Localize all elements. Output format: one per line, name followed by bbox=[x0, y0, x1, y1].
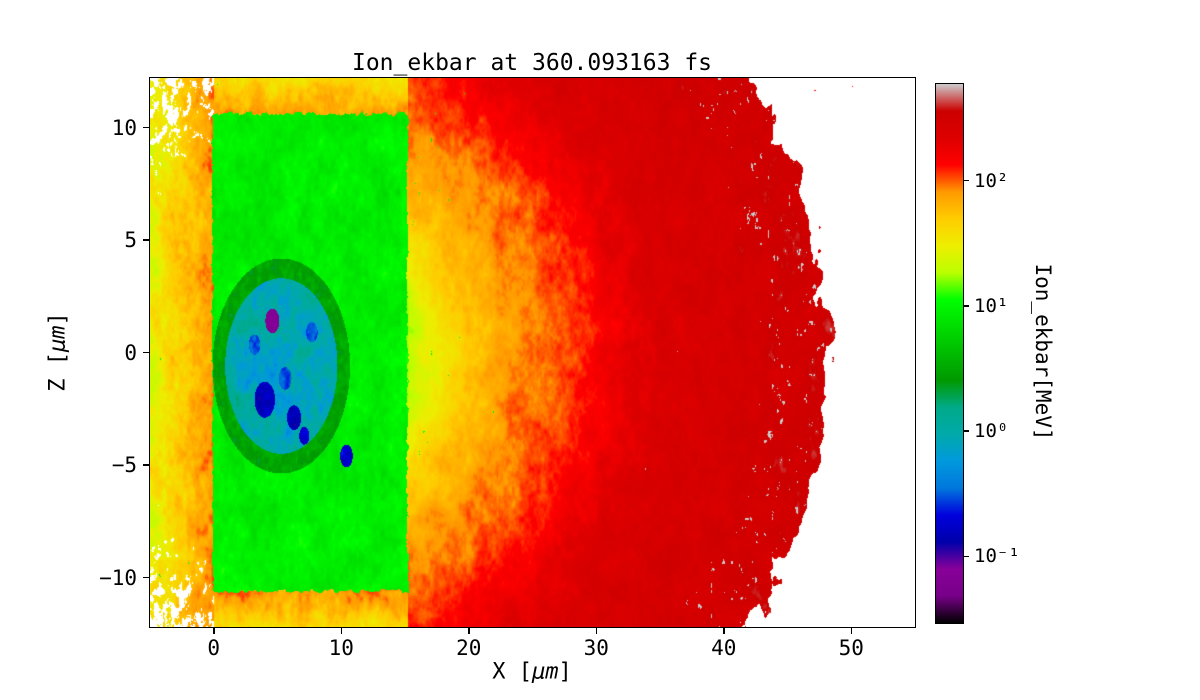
x-axis-label-mu: μm bbox=[532, 659, 559, 685]
x-tick-label: 40 bbox=[711, 636, 737, 660]
y-tick-mark bbox=[143, 464, 149, 466]
colorbar bbox=[935, 83, 964, 624]
y-tick-mark bbox=[143, 351, 149, 354]
y-tick-label: −10 bbox=[99, 565, 137, 590]
x-tick-mark bbox=[850, 628, 853, 634]
x-axis-label-pre: X [ bbox=[492, 659, 532, 685]
plot-area bbox=[149, 77, 916, 628]
y-axis-label-pre: Z [ bbox=[45, 352, 71, 392]
colorbar-label: Ion_ekbar[MeV] bbox=[1031, 263, 1055, 441]
colorbar-tick-label: 10¹ bbox=[974, 294, 1009, 317]
y-tick-label: −5 bbox=[111, 453, 137, 477]
colorbar-tick-label: 10⁻¹ bbox=[974, 545, 1020, 568]
y-tick-label: 10 bbox=[111, 115, 137, 140]
colorbar-tick-mark bbox=[964, 305, 969, 307]
x-axis-label-post: ] bbox=[558, 659, 572, 685]
y-axis-label-mu: μm bbox=[45, 325, 71, 353]
colorbar-tick-mark bbox=[964, 179, 969, 182]
x-tick-label: 20 bbox=[456, 636, 482, 660]
y-tick-mark bbox=[143, 239, 149, 241]
y-tick-label: 5 bbox=[124, 228, 137, 252]
x-tick-label: 0 bbox=[207, 636, 221, 660]
colorbar-tick-mark bbox=[964, 555, 969, 558]
colorbar-tick-mark bbox=[964, 430, 969, 432]
chart-title: Ion_ekbar at 360.093163 fs bbox=[351, 50, 713, 76]
x-tick-label: 10 bbox=[328, 636, 354, 660]
x-axis-label: X [μm] bbox=[492, 660, 572, 685]
y-axis-label-post: ] bbox=[45, 312, 71, 326]
x-tick-mark bbox=[723, 628, 725, 634]
y-tick-label: 0 bbox=[124, 340, 137, 365]
heatmap-canvas bbox=[150, 78, 915, 627]
x-tick-mark bbox=[213, 628, 215, 634]
x-tick-mark bbox=[340, 628, 343, 634]
colorbar-tick-label: 10⁰ bbox=[974, 420, 1009, 443]
colorbar-tick-label: 10² bbox=[974, 169, 1009, 192]
x-tick-mark bbox=[468, 628, 470, 634]
x-tick-mark bbox=[595, 628, 598, 634]
x-tick-label: 50 bbox=[838, 636, 864, 660]
x-tick-label: 30 bbox=[583, 636, 609, 660]
y-tick-mark bbox=[143, 126, 149, 129]
y-tick-mark bbox=[143, 576, 149, 579]
y-axis-label: Z [μm] bbox=[46, 312, 71, 392]
